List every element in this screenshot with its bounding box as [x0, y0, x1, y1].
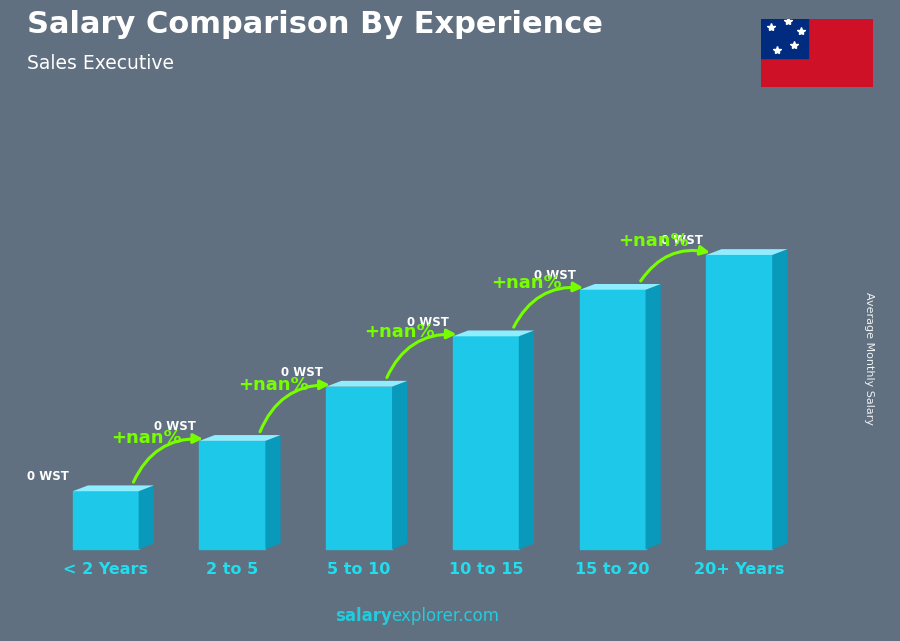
Polygon shape [772, 249, 788, 549]
Polygon shape [392, 381, 408, 549]
Polygon shape [200, 435, 281, 441]
Polygon shape [453, 331, 534, 337]
Bar [73, 491, 139, 549]
Text: Sales Executive: Sales Executive [27, 54, 174, 74]
Polygon shape [139, 485, 154, 549]
Text: +nan%: +nan% [491, 274, 562, 292]
Bar [453, 337, 518, 549]
Text: 0 WST: 0 WST [154, 420, 195, 433]
Polygon shape [645, 284, 661, 549]
Text: 0 WST: 0 WST [281, 366, 322, 379]
Text: +nan%: +nan% [617, 232, 688, 251]
Text: 0 WST: 0 WST [27, 470, 69, 483]
Polygon shape [73, 485, 154, 491]
Text: Salary Comparison By Experience: Salary Comparison By Experience [27, 10, 603, 38]
Polygon shape [326, 381, 408, 387]
Text: +nan%: +nan% [364, 323, 435, 341]
Text: Average Monthly Salary: Average Monthly Salary [863, 292, 874, 426]
Bar [760, 19, 808, 58]
Bar [580, 290, 645, 549]
Text: 0 WST: 0 WST [534, 269, 576, 282]
Bar [200, 441, 266, 549]
Polygon shape [266, 435, 281, 549]
Text: 0 WST: 0 WST [407, 315, 449, 329]
Text: salary: salary [335, 607, 392, 625]
Polygon shape [706, 249, 788, 255]
Bar [706, 255, 772, 549]
Bar [326, 387, 392, 549]
Text: +nan%: +nan% [238, 376, 309, 394]
Text: explorer.com: explorer.com [392, 607, 500, 625]
Text: +nan%: +nan% [111, 429, 182, 447]
Text: 0 WST: 0 WST [661, 234, 703, 247]
Polygon shape [518, 331, 534, 549]
Polygon shape [580, 284, 661, 290]
